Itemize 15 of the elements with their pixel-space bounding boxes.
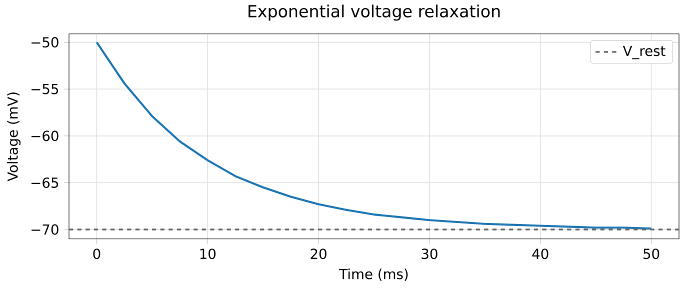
chart-title: Exponential voltage relaxation: [248, 4, 500, 21]
x-axis-title: Time (ms): [339, 268, 408, 281]
x-tick-label: 0: [93, 248, 100, 260]
y-axis-title: Voltage (mV): [7, 92, 21, 182]
y-tick-label: −65: [32, 178, 58, 188]
x-tick-label: 40: [532, 248, 548, 260]
x-tick-label: 10: [200, 248, 216, 260]
x-tick-label: 20: [310, 248, 326, 260]
x-tick-label: 50: [644, 248, 660, 260]
y-tick-label: −50: [32, 37, 58, 48]
y-tick-label: −70: [32, 224, 58, 235]
y-tick-label: −60: [32, 130, 58, 142]
y-tick-label: −55: [32, 84, 58, 94]
x-tick-label: 30: [422, 248, 438, 260]
legend-label: V_rest: [622, 46, 666, 60]
